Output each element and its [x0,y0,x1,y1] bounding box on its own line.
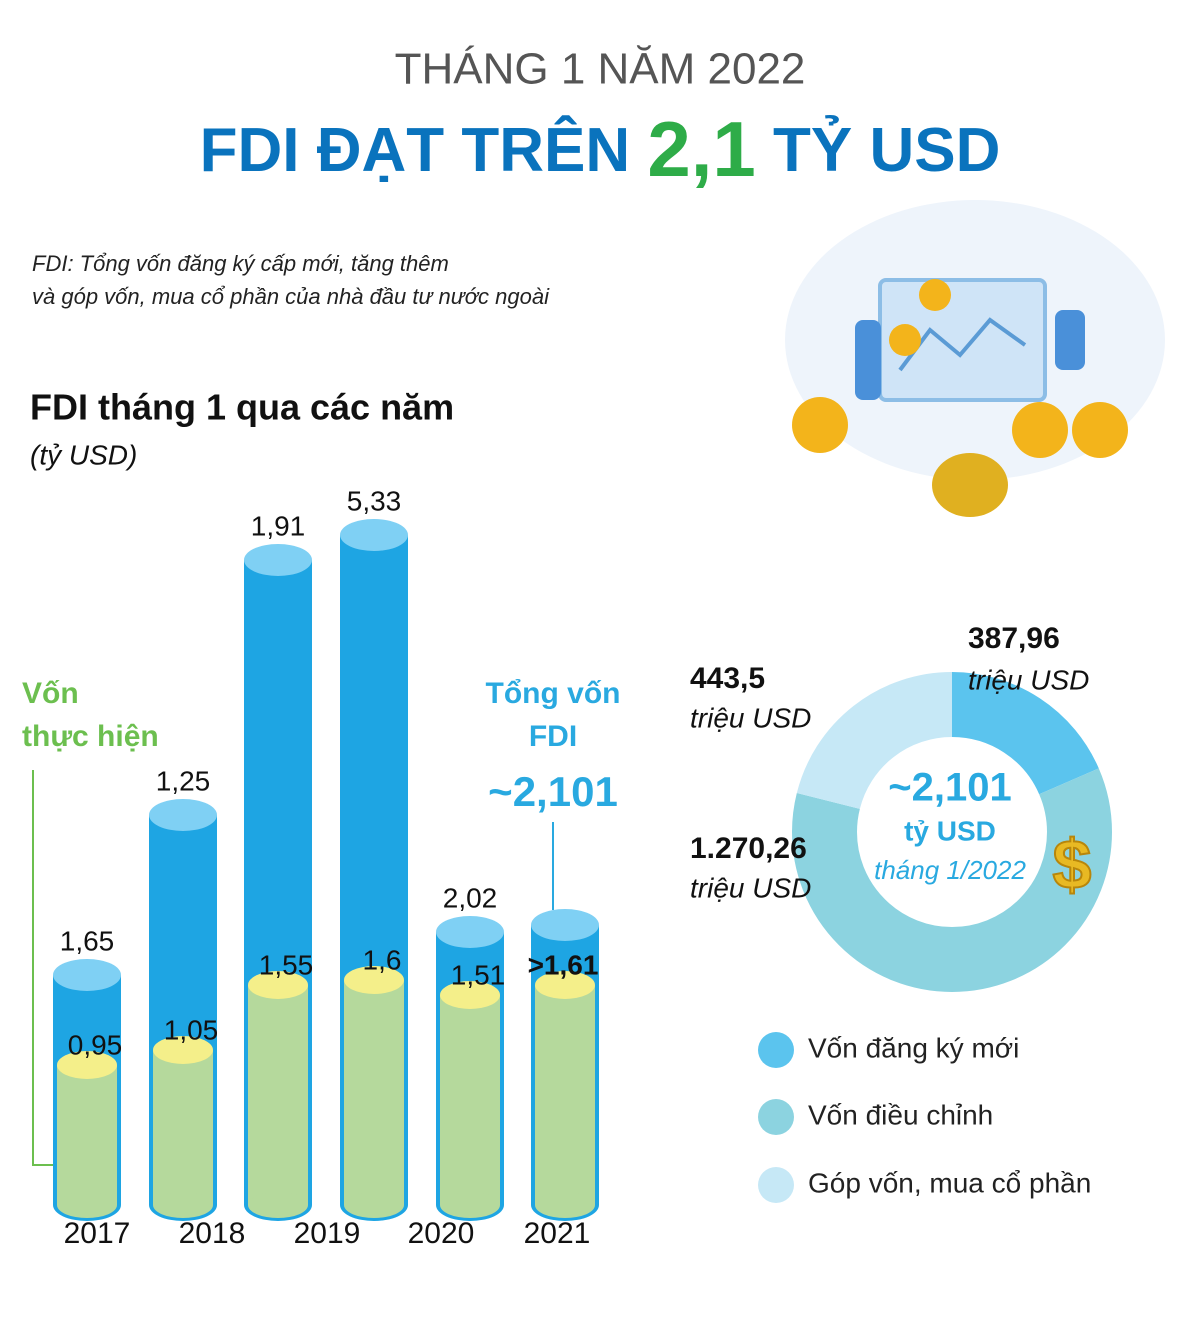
year-label: 2019 [294,1217,361,1250]
donut-segment [792,672,1112,992]
chart-unit: (tỷ USD) [30,439,137,470]
legend-swatch [758,1167,794,1203]
inner-top [535,971,595,999]
implemented-value: 1,6 [363,944,402,975]
donut-segment [792,672,1112,992]
implemented-value: 0,95 [68,1029,123,1060]
subtitle: THÁNG 1 NĂM 2022 [395,45,806,94]
segment-value: 387,96 [968,622,1060,655]
legend-label: Góp vốn, mua cổ phần [808,1167,1091,1198]
segment-value: 1.270,26 [690,832,807,865]
inner-body [440,995,500,1205]
total-value: ~2,101 [488,768,618,815]
donut-center-unit: tỷ USD [904,815,996,846]
segment-unit: triệu USD [690,702,811,733]
donut-center-period: tháng 1/2022 [874,855,1026,885]
note: và góp vốn, mua cổ phần của nhà đầu tư n… [32,284,550,309]
segment-value: 443,5 [690,662,765,695]
inner-base [153,1192,213,1218]
inner-base [535,1192,595,1218]
cylinder-top [436,916,504,948]
inner-top [440,981,500,1009]
inner-base [344,1192,404,1218]
implemented-value: 1,51 [451,959,506,990]
inner-body [344,980,404,1205]
legend-label: Vốn đăng ký mới [808,1032,1019,1063]
dollar-icon: $ [1053,825,1092,903]
legend-swatch [758,1099,794,1135]
year-label: 2020 [408,1217,475,1250]
legend-swatch [758,1032,794,1068]
title-num: 2,1 [647,105,755,193]
total-label: 1,65 [60,925,115,956]
inner-top [344,966,404,994]
cylinder-top [531,909,599,941]
cylinder-top [244,544,312,576]
year-label: 2021 [524,1217,591,1250]
title-post: TỶ USD [773,116,1000,185]
illustration [785,200,1165,517]
inner-body [248,985,308,1205]
total-label: 5,33 [347,485,402,516]
total-label: 2,02 [443,882,498,913]
inner-top [153,1036,213,1064]
cylinder-top [149,799,217,831]
total-label: 1,91 [251,510,306,541]
inner-top [57,1051,117,1079]
implemented-value: 1,05 [164,1014,219,1045]
segment-unit: triệu USD [690,872,811,903]
legend-label: Vốn điều chỉnh [808,1099,993,1130]
inner-body [153,1050,213,1205]
inner-body [57,1065,117,1205]
implemented-value: >1,61 [528,949,599,980]
note: FDI: Tổng vốn đăng ký cấp mới, tăng thêm [32,251,449,276]
total-label: FDI [529,720,577,753]
inner-base [248,1192,308,1218]
inner-top [248,971,308,999]
donut [792,672,1112,992]
implemented-label: thực hiện [22,720,159,753]
inner-base [57,1192,117,1218]
implemented-label: Vốn [22,677,79,710]
segment-unit: triệu USD [968,664,1089,695]
total-label: 1,25 [156,765,211,796]
inner-body [535,985,595,1205]
year-label: 2017 [64,1217,131,1250]
donut-center-value: ~2,101 [888,766,1011,810]
inner-base [440,1192,500,1218]
title: FDI ĐẠT TRÊN 2,1 TỶ USD [200,105,1001,193]
year-label: 2018 [179,1217,246,1250]
chart-title: FDI tháng 1 qua các năm [30,387,454,428]
cylinder-top [53,959,121,991]
total-label: Tổng vốn [486,677,621,710]
cylinder-top [340,519,408,551]
title-pre: FDI ĐẠT TRÊN [200,116,631,185]
bars: 1,65 0,95 1,25 1,05 1,91 1,55 5,33 1,6 2,02 1,51 >… [53,485,599,1250]
implemented-value: 1,55 [259,949,314,980]
